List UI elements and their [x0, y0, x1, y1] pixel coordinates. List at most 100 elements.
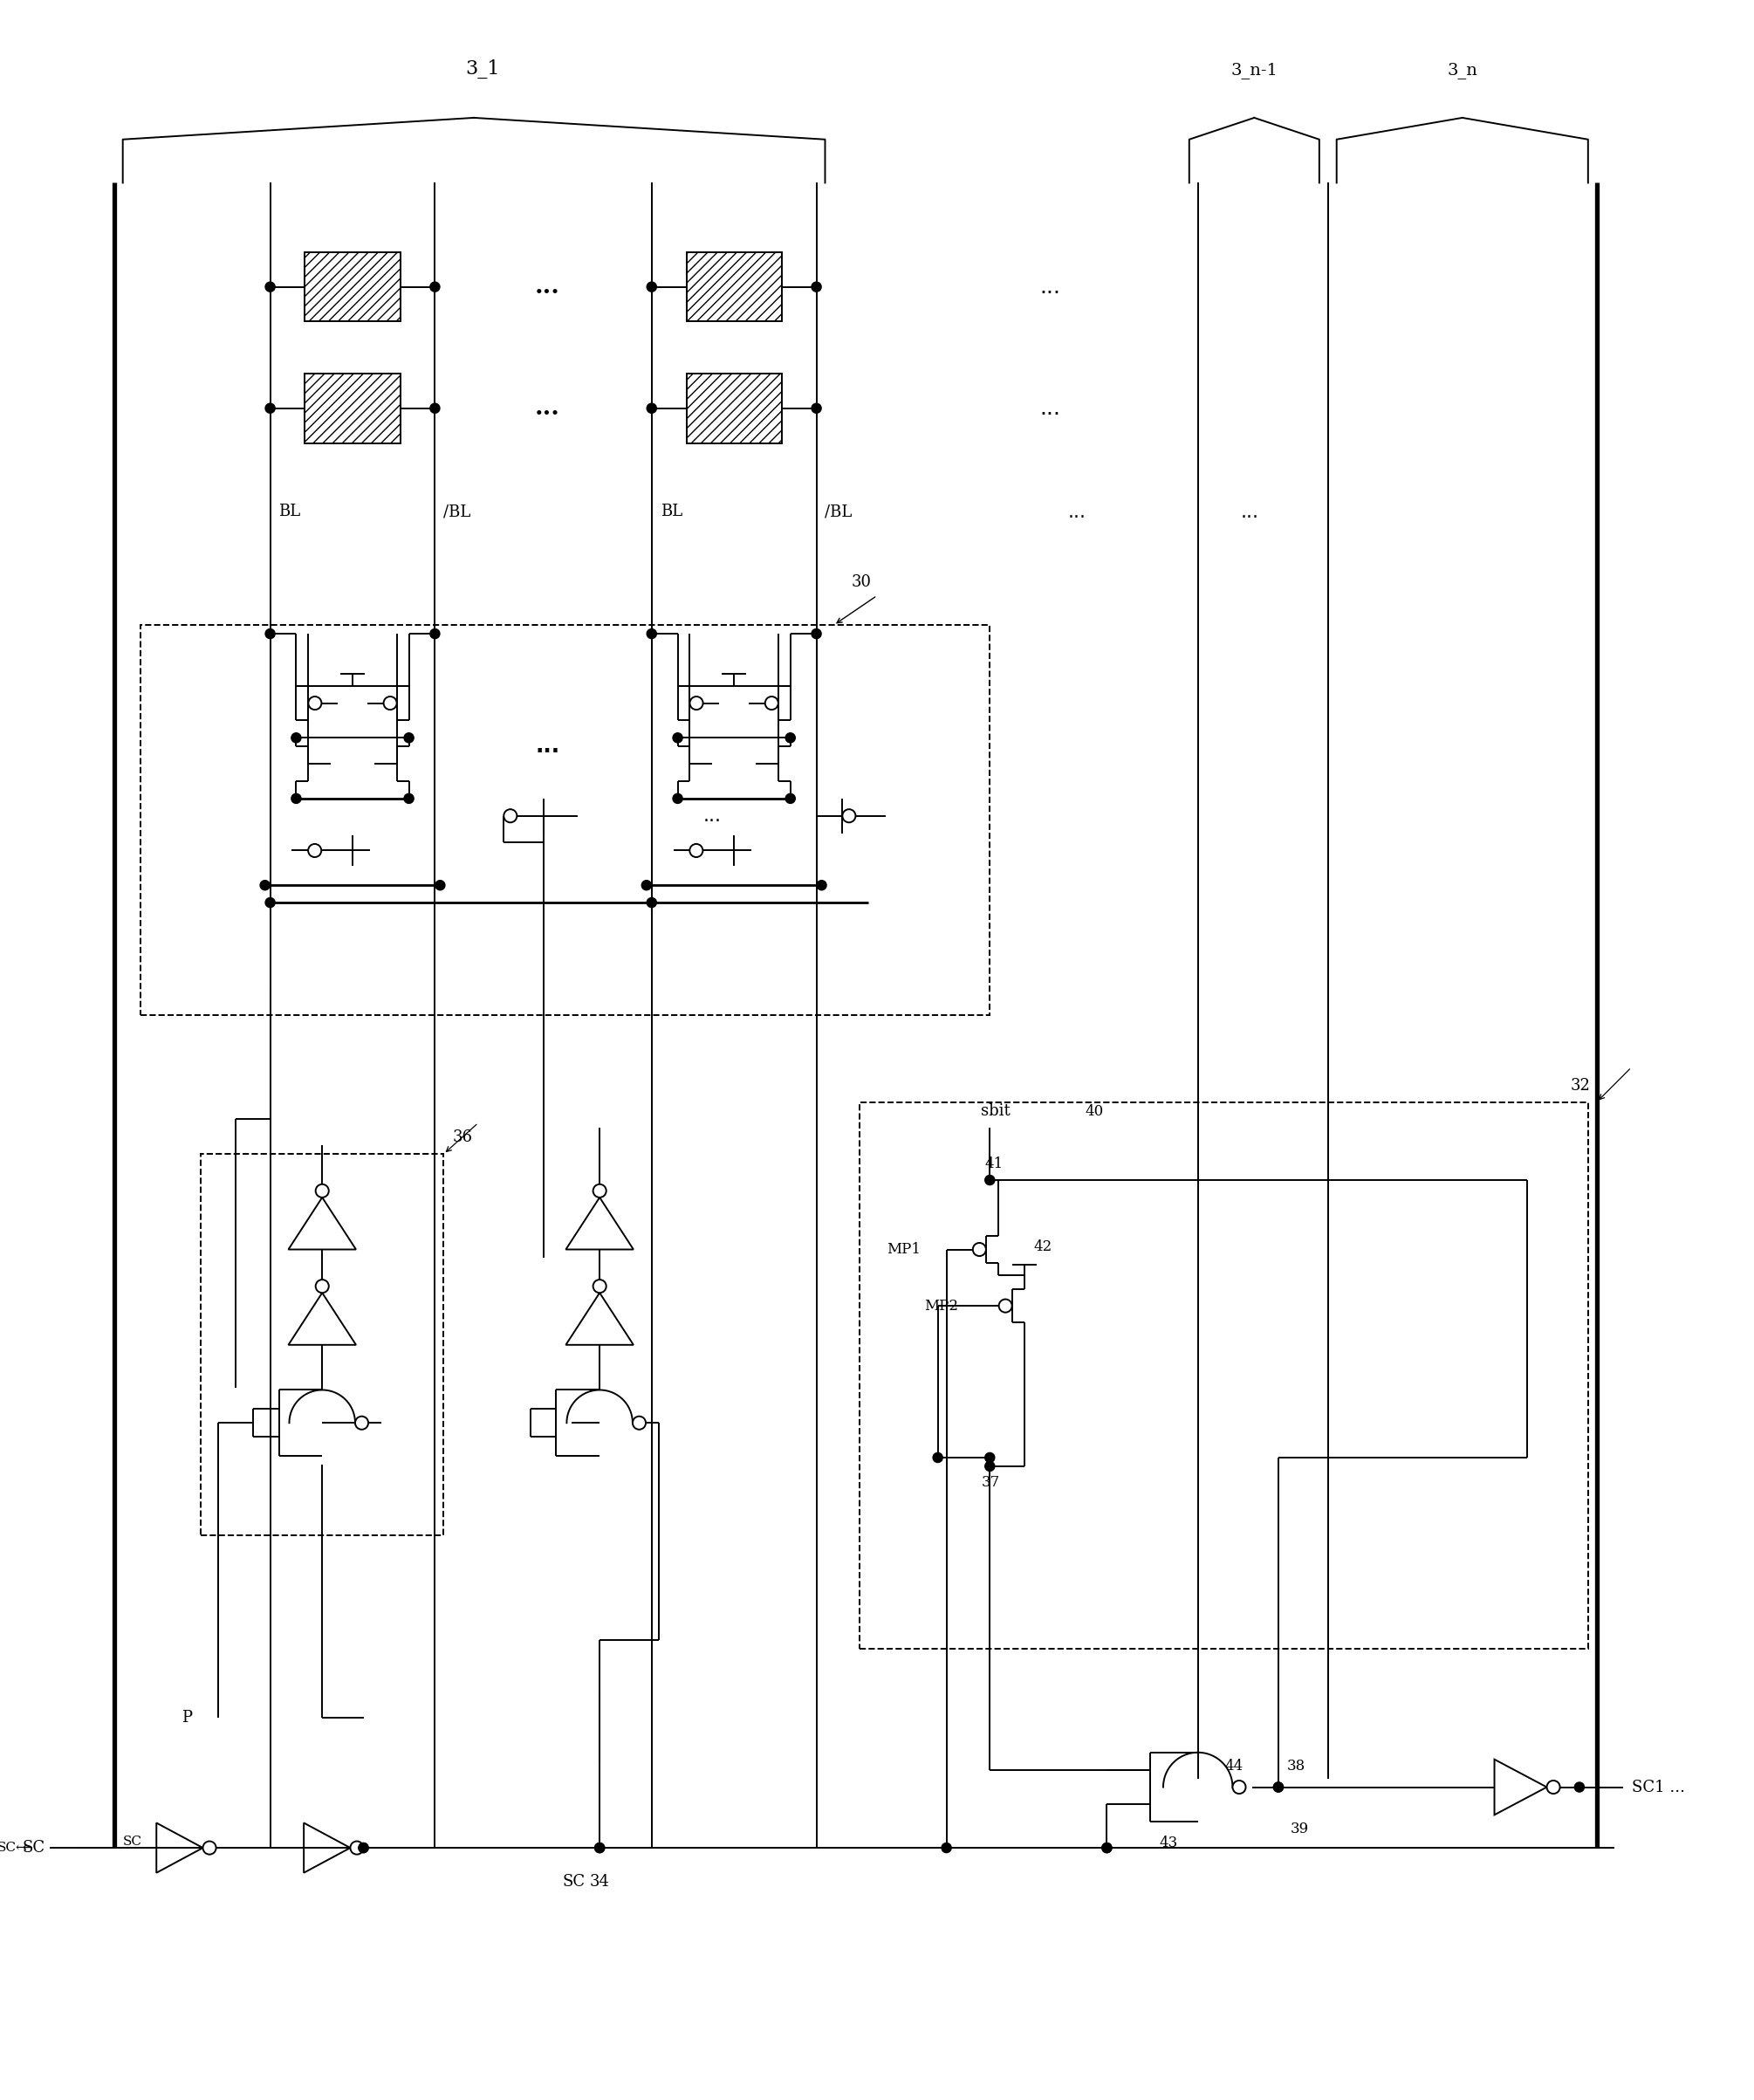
Circle shape: [1575, 1783, 1584, 1791]
Text: SC: SC: [563, 1873, 586, 1890]
Circle shape: [291, 733, 302, 743]
Circle shape: [1273, 1783, 1284, 1791]
Circle shape: [986, 1453, 995, 1462]
Circle shape: [942, 1844, 951, 1852]
Circle shape: [647, 281, 656, 292]
Circle shape: [430, 628, 440, 638]
Bar: [305, 374, 400, 443]
Circle shape: [309, 697, 321, 710]
Text: ...: ...: [535, 735, 560, 756]
Text: BL: BL: [279, 504, 300, 519]
Circle shape: [203, 1842, 216, 1854]
Circle shape: [430, 403, 440, 414]
Text: 43: 43: [1159, 1835, 1177, 1850]
Circle shape: [689, 844, 703, 857]
Circle shape: [817, 880, 826, 890]
Text: 38: 38: [1287, 1758, 1305, 1772]
Circle shape: [1102, 1844, 1112, 1852]
Circle shape: [351, 1842, 363, 1854]
Circle shape: [1547, 1781, 1559, 1793]
Text: 34: 34: [589, 1873, 610, 1890]
Circle shape: [812, 281, 821, 292]
Circle shape: [812, 403, 821, 414]
Circle shape: [354, 1415, 368, 1430]
Bar: [140, 626, 989, 1014]
Circle shape: [265, 628, 275, 638]
Text: sbit: sbit: [980, 1105, 1010, 1119]
Circle shape: [316, 1184, 328, 1197]
Bar: [686, 252, 782, 321]
Bar: [686, 374, 782, 443]
Bar: [200, 1155, 444, 1535]
Circle shape: [403, 733, 414, 743]
Circle shape: [842, 809, 856, 823]
Bar: [305, 252, 400, 321]
Circle shape: [689, 697, 703, 710]
Text: ...: ...: [535, 397, 560, 420]
Circle shape: [595, 1844, 605, 1852]
Text: 32: 32: [1572, 1077, 1591, 1094]
Text: 39: 39: [1291, 1823, 1308, 1838]
Circle shape: [309, 844, 321, 857]
Circle shape: [291, 794, 302, 804]
Circle shape: [786, 733, 795, 743]
Circle shape: [358, 1844, 368, 1852]
Circle shape: [973, 1243, 986, 1256]
Bar: [859, 1103, 1587, 1648]
Text: 40: 40: [1086, 1105, 1103, 1119]
Circle shape: [812, 628, 821, 638]
Text: ...: ...: [535, 275, 560, 298]
Circle shape: [260, 880, 270, 890]
Text: MP1: MP1: [886, 1241, 921, 1258]
Text: SC1 ...: SC1 ...: [1631, 1779, 1684, 1795]
Text: /BL: /BL: [824, 504, 852, 519]
Circle shape: [265, 897, 275, 907]
Circle shape: [647, 628, 656, 638]
Circle shape: [674, 733, 682, 743]
Circle shape: [593, 1184, 607, 1197]
Text: ...: ...: [1040, 397, 1061, 418]
Circle shape: [1233, 1781, 1245, 1793]
Circle shape: [633, 1415, 645, 1430]
Circle shape: [593, 1279, 607, 1294]
Text: 42: 42: [1033, 1239, 1052, 1254]
Text: MP2: MP2: [924, 1298, 959, 1312]
Text: SC: SC: [23, 1840, 46, 1856]
Circle shape: [1273, 1783, 1284, 1791]
Circle shape: [384, 697, 396, 710]
Circle shape: [358, 1844, 368, 1852]
Text: ...: ...: [1240, 504, 1259, 521]
Circle shape: [647, 897, 656, 907]
Circle shape: [503, 809, 517, 823]
Text: ←: ←: [23, 1842, 32, 1854]
Text: /BL: /BL: [444, 504, 470, 519]
Circle shape: [316, 1279, 328, 1294]
Circle shape: [933, 1453, 942, 1462]
Circle shape: [998, 1300, 1012, 1312]
Text: P: P: [182, 1709, 193, 1726]
Text: 3_n-1: 3_n-1: [1231, 63, 1277, 78]
Text: 44: 44: [1224, 1758, 1244, 1772]
Text: SC: SC: [123, 1835, 142, 1848]
Circle shape: [403, 794, 414, 804]
Circle shape: [786, 794, 795, 804]
Circle shape: [430, 281, 440, 292]
Text: ...: ...: [1068, 504, 1086, 521]
Circle shape: [1102, 1844, 1112, 1852]
Text: 37: 37: [980, 1474, 1000, 1489]
Circle shape: [986, 1462, 995, 1472]
Text: SC←: SC←: [0, 1842, 28, 1854]
Circle shape: [435, 880, 446, 890]
Text: ...: ...: [703, 806, 721, 825]
Text: 3_n: 3_n: [1447, 63, 1477, 78]
Circle shape: [595, 1844, 605, 1852]
Circle shape: [986, 1176, 995, 1184]
Circle shape: [265, 403, 275, 414]
Text: BL: BL: [660, 504, 682, 519]
Circle shape: [647, 403, 656, 414]
Text: 30: 30: [851, 575, 872, 590]
Text: ...: ...: [1040, 277, 1061, 298]
Circle shape: [674, 794, 682, 804]
Circle shape: [265, 281, 275, 292]
Circle shape: [642, 880, 651, 890]
